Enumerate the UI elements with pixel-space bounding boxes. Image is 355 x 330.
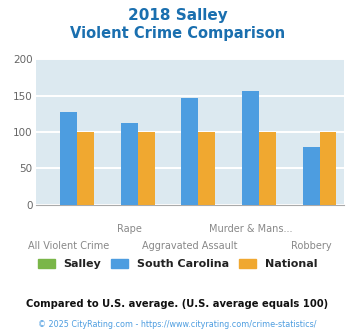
Bar [121,122,138,205]
Bar [181,98,198,205]
Text: 2018 Salley: 2018 Salley [128,8,227,23]
Text: All Violent Crime: All Violent Crime [28,241,109,251]
Bar [302,147,320,205]
Bar [320,132,337,205]
Bar [259,132,276,205]
Text: Compared to U.S. average. (U.S. average equals 100): Compared to U.S. average. (U.S. average … [26,299,329,309]
Text: Rape: Rape [117,224,142,234]
Bar [242,91,259,205]
Bar [77,132,94,205]
Text: Violent Crime Comparison: Violent Crime Comparison [70,26,285,41]
Bar [60,112,77,205]
Text: Murder & Mans...: Murder & Mans... [209,224,292,234]
Text: Aggravated Assault: Aggravated Assault [142,241,238,251]
Bar [138,132,155,205]
Bar [198,132,215,205]
Text: Robbery: Robbery [291,241,331,251]
Text: © 2025 CityRating.com - https://www.cityrating.com/crime-statistics/: © 2025 CityRating.com - https://www.city… [38,320,317,329]
Legend: Salley, South Carolina, National: Salley, South Carolina, National [33,255,322,274]
